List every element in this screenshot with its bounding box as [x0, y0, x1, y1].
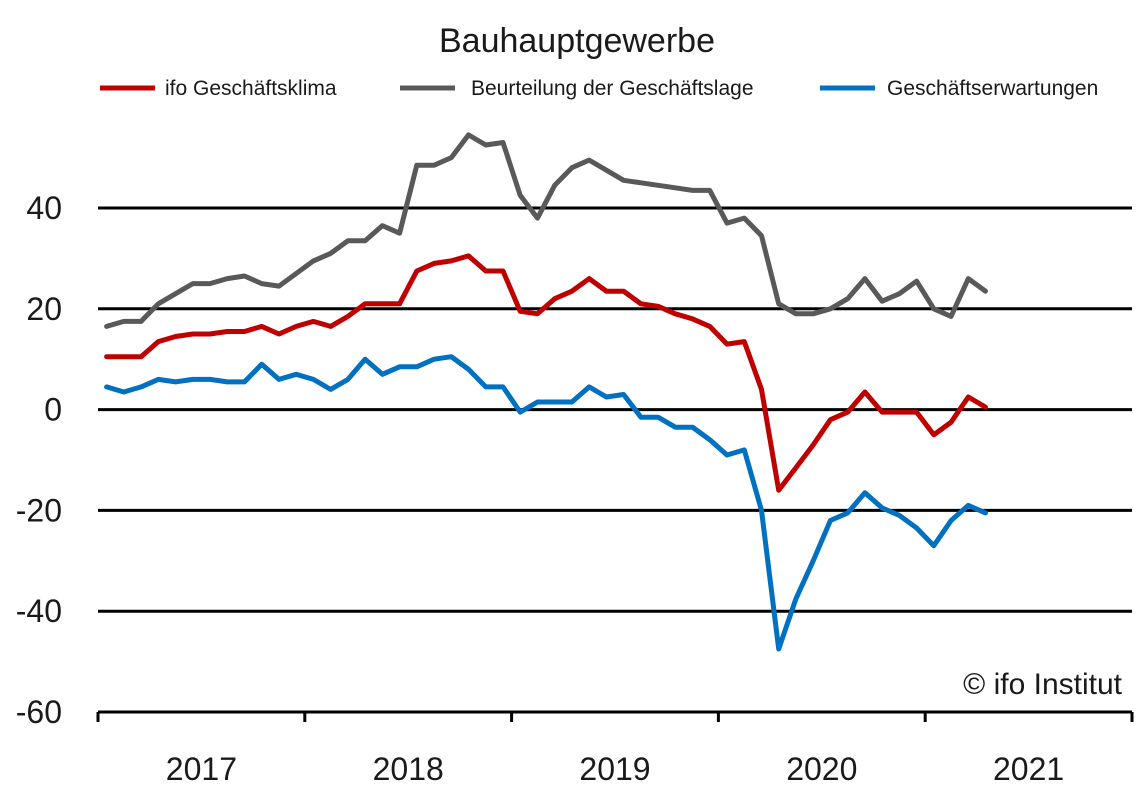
legend-item-lage: Beurteilung der Geschäftslage: [400, 77, 754, 100]
y-tick-label: -60: [16, 694, 62, 730]
x-tick-label: 2020: [786, 751, 857, 787]
y-axis-ticks: 40 20 0 -20 -40 -60: [16, 190, 62, 730]
y-tick-label: 40: [26, 190, 62, 226]
legend-label-erwartungen: Geschäftserwartungen: [887, 77, 1098, 100]
series-line-2: [104, 354, 988, 652]
series-lines: [104, 132, 988, 652]
chart-title: Bauhauptgewerbe: [439, 22, 715, 60]
x-tick-label: 2019: [579, 751, 650, 787]
x-tick-label: 2017: [166, 751, 237, 787]
y-tick-label: -40: [16, 593, 62, 629]
x-tick-label: 2018: [373, 751, 444, 787]
y-tick-label: 20: [26, 291, 62, 327]
legend-item-erwartungen: Geschäftserwartungen: [820, 77, 1098, 100]
x-axis: 2017 2018 2019 2020 2021: [96, 710, 1134, 787]
copyright-label: © ifo Institut: [963, 668, 1122, 701]
y-tick-label: -20: [16, 492, 62, 528]
legend-label-klima: ifo Geschäftsklima: [165, 77, 337, 100]
y-tick-label: 0: [44, 392, 62, 428]
x-tick-label: 2021: [993, 751, 1064, 787]
series-line-1: [104, 132, 988, 329]
legend: ifo Geschäftsklima Beurteilung der Gesch…: [100, 77, 1098, 100]
gridlines: [98, 206, 1132, 613]
legend-item-klima: ifo Geschäftsklima: [100, 77, 337, 100]
series-line-0: [104, 253, 988, 493]
legend-label-lage: Beurteilung der Geschäftslage: [471, 77, 754, 100]
